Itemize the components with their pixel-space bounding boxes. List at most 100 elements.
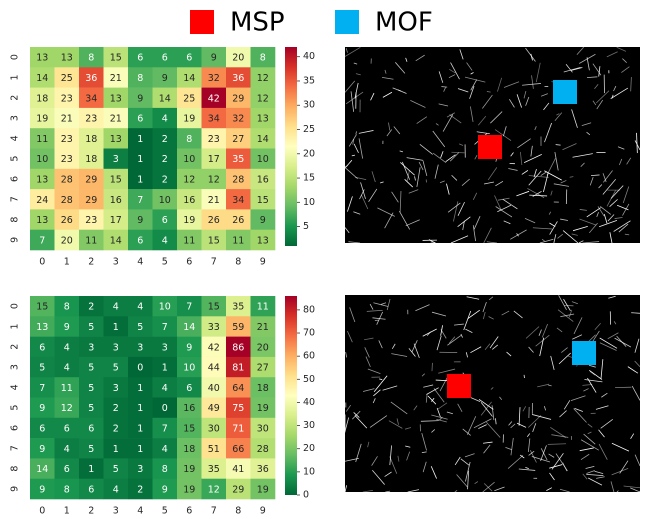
x-tick-label: 5 xyxy=(162,506,168,516)
cell-label: 15 xyxy=(257,195,269,206)
cell-label: 9 xyxy=(137,93,143,104)
cell-label: 15 xyxy=(36,302,48,313)
cell-label: 11 xyxy=(183,235,195,246)
colorbar-tick-label: 25 xyxy=(303,124,315,135)
cell-label: 9 xyxy=(64,322,70,333)
cell-label: 14 xyxy=(183,73,195,84)
cell-label: 23 xyxy=(208,134,220,145)
cell-label: 33 xyxy=(208,322,220,333)
x-tick-label: 8 xyxy=(235,506,241,516)
cell-label: 23 xyxy=(85,114,97,125)
cell-label: 1 xyxy=(137,403,143,414)
cell-label: 23 xyxy=(61,154,73,165)
cell-label: 14 xyxy=(257,134,269,145)
cell-label: 2 xyxy=(162,174,168,185)
y-tick-label: 4 xyxy=(10,135,21,141)
cell-label: 19 xyxy=(257,484,269,495)
cell-label: 16 xyxy=(110,195,122,206)
cell-label: 4 xyxy=(113,302,119,313)
cell-label: 15 xyxy=(183,423,195,434)
y-tick-label: 5 xyxy=(10,405,21,411)
cell-label: 1 xyxy=(137,134,143,145)
cell-label: 12 xyxy=(183,174,195,185)
x-tick-label: 7 xyxy=(211,506,217,516)
cell-label: 18 xyxy=(257,383,269,394)
y-tick-label: 7 xyxy=(10,196,21,202)
cell-label: 66 xyxy=(232,444,244,455)
cell-label: 20 xyxy=(61,235,73,246)
cell-label: 9 xyxy=(186,342,192,353)
cell-label: 5 xyxy=(88,403,94,414)
cell-label: 15 xyxy=(208,302,220,313)
cell-label: 13 xyxy=(257,235,269,246)
cell-label: 15 xyxy=(110,174,122,185)
cell-label: 9 xyxy=(162,484,168,495)
cell-label: 10 xyxy=(159,302,171,313)
cell-label: 86 xyxy=(232,342,244,353)
cell-label: 5 xyxy=(88,383,94,394)
cell-label: 10 xyxy=(183,363,195,374)
cell-label: 5 xyxy=(39,363,45,374)
cell-label: 1 xyxy=(113,444,119,455)
cell-label: 4 xyxy=(162,444,168,455)
colorbar-tick-label: 40 xyxy=(303,51,315,62)
cell-label: 75 xyxy=(232,403,244,414)
cell-label: 42 xyxy=(208,93,220,104)
colorbar-tick-label: 40 xyxy=(303,397,315,408)
cell-label: 5 xyxy=(113,363,119,374)
y-tick-label: 3 xyxy=(10,115,21,121)
cell-label: 3 xyxy=(113,154,119,165)
cell-label: 28 xyxy=(61,174,73,185)
cell-label: 7 xyxy=(162,423,168,434)
cell-label: 29 xyxy=(232,93,244,104)
cell-label: 9 xyxy=(162,73,168,84)
cell-label: 17 xyxy=(208,154,220,165)
cell-label: 21 xyxy=(257,322,269,333)
cell-label: 59 xyxy=(232,322,244,333)
legend-swatch xyxy=(190,10,214,34)
cell-label: 25 xyxy=(183,93,195,104)
y-tick-label: 5 xyxy=(10,156,21,162)
cell-label: 4 xyxy=(137,302,143,313)
cell-label: 18 xyxy=(85,154,97,165)
cell-label: 26 xyxy=(61,215,73,226)
cell-label: 19 xyxy=(183,215,195,226)
cell-label: 1 xyxy=(113,322,119,333)
cell-label: 44 xyxy=(208,363,220,374)
cell-label: 6 xyxy=(88,423,94,434)
x-tick-label: 1 xyxy=(64,506,70,516)
cell-label: 6 xyxy=(39,423,45,434)
cell-label: 16 xyxy=(257,174,269,185)
cell-label: 6 xyxy=(186,53,192,64)
colorbar-tick-label: 10 xyxy=(303,466,315,477)
cell-label: 7 xyxy=(162,322,168,333)
cell-label: 12 xyxy=(257,93,269,104)
y-tick-label: 8 xyxy=(10,466,21,472)
cell-label: 7 xyxy=(39,235,45,246)
cell-label: 29 xyxy=(85,195,97,206)
cell-label: 4 xyxy=(64,363,70,374)
cell-label: 9 xyxy=(260,215,266,226)
cell-label: 26 xyxy=(232,215,244,226)
x-tick-label: 6 xyxy=(186,506,192,516)
cell-label: 1 xyxy=(88,464,94,475)
y-tick-label: 6 xyxy=(10,425,21,431)
y-tick-label: 9 xyxy=(10,486,21,492)
cell-label: 1 xyxy=(137,154,143,165)
cell-label: 1 xyxy=(137,444,143,455)
cell-label: 64 xyxy=(232,383,244,394)
x-tick-label: 9 xyxy=(260,257,266,268)
cell-label: 13 xyxy=(36,322,48,333)
cell-label: 35 xyxy=(208,464,220,475)
cell-label: 2 xyxy=(137,484,143,495)
cell-label: 20 xyxy=(257,342,269,353)
x-tick-label: 8 xyxy=(235,257,241,268)
colorbar-tick-label: 15 xyxy=(303,173,315,184)
cell-label: 5 xyxy=(88,444,94,455)
cell-label: 13 xyxy=(110,134,122,145)
mof-marker xyxy=(572,341,596,365)
cell-label: 23 xyxy=(61,93,73,104)
cell-label: 12 xyxy=(61,403,73,414)
y-tick-label: 0 xyxy=(10,303,21,309)
cell-label: 11 xyxy=(61,383,73,394)
